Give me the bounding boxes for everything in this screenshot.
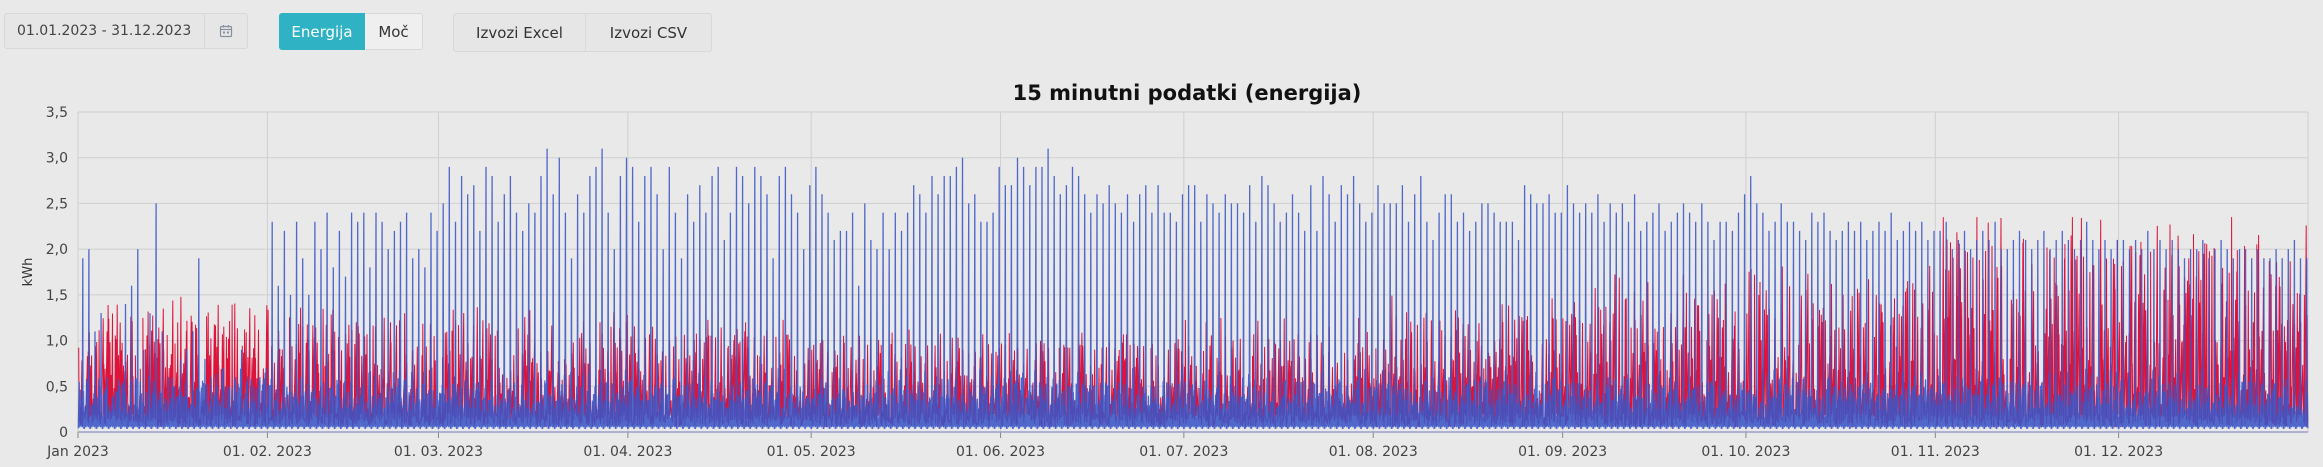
series	[77, 148, 2309, 429]
x-tick-label: 01. 04. 2023	[583, 444, 672, 460]
y-tick-label: 0,5	[46, 379, 68, 395]
x-tick-label: 01. 03. 2023	[394, 444, 483, 460]
x-tick-label: 01. 06. 2023	[956, 444, 1045, 460]
x-tick-label: 01. 05. 2023	[767, 444, 856, 460]
x-tick-label: 01. 09. 2023	[1518, 444, 1607, 460]
x-tick-label: 01. 10. 2023	[1701, 444, 1790, 460]
y-tick-label: 2,5	[46, 196, 68, 212]
energy-tab[interactable]: Energija	[279, 13, 365, 50]
y-tick-label: 1,0	[46, 334, 68, 350]
calendar-icon[interactable]	[204, 14, 247, 48]
x-tick-label: Jan 2023	[46, 444, 109, 460]
x-tick-label: 01. 07. 2023	[1139, 444, 1228, 460]
y-tick-label: 2,0	[46, 242, 68, 258]
x-tick-label: 01. 08. 2023	[1329, 444, 1418, 460]
x-tick-label: 01. 11. 2023	[1891, 444, 1980, 460]
x-tick-label: 01. 12. 2023	[2074, 444, 2163, 460]
y-axis-label: kWh	[21, 258, 36, 287]
y-axis-ticks: 0 0,5 1,0 1,5 2,0 2,5 3,0 3,5	[46, 105, 68, 441]
y-tick-label: 0	[59, 425, 68, 441]
export-buttons: Izvozi Excel Izvozi CSV	[453, 13, 712, 52]
export-csv-button[interactable]: Izvozi CSV	[586, 13, 712, 52]
y-tick-label: 3,5	[46, 105, 68, 121]
date-range-picker[interactable]: 01.01.2023 - 31.12.2023	[4, 13, 248, 49]
metric-toggle: Energija Moč	[279, 13, 423, 50]
y-tick-label: 1,5	[46, 288, 68, 304]
export-excel-button[interactable]: Izvozi Excel	[453, 13, 586, 52]
y-tick-label: 3,0	[46, 151, 68, 167]
x-tick-label: 01. 02. 2023	[223, 444, 312, 460]
date-range-value: 01.01.2023 - 31.12.2023	[17, 23, 192, 39]
power-tab[interactable]: Moč	[365, 13, 423, 50]
x-axis-ticks: Jan 2023 01. 02. 2023 01. 03. 2023 01. 04. …	[46, 444, 2163, 460]
chart-title: 15 minutni podatki (energija)	[1013, 81, 1362, 105]
energy-chart: 15 minutni podatki (energija) kWh 0 0,5 1,…	[21, 81, 2309, 460]
series-consumption-line	[77, 148, 2309, 429]
